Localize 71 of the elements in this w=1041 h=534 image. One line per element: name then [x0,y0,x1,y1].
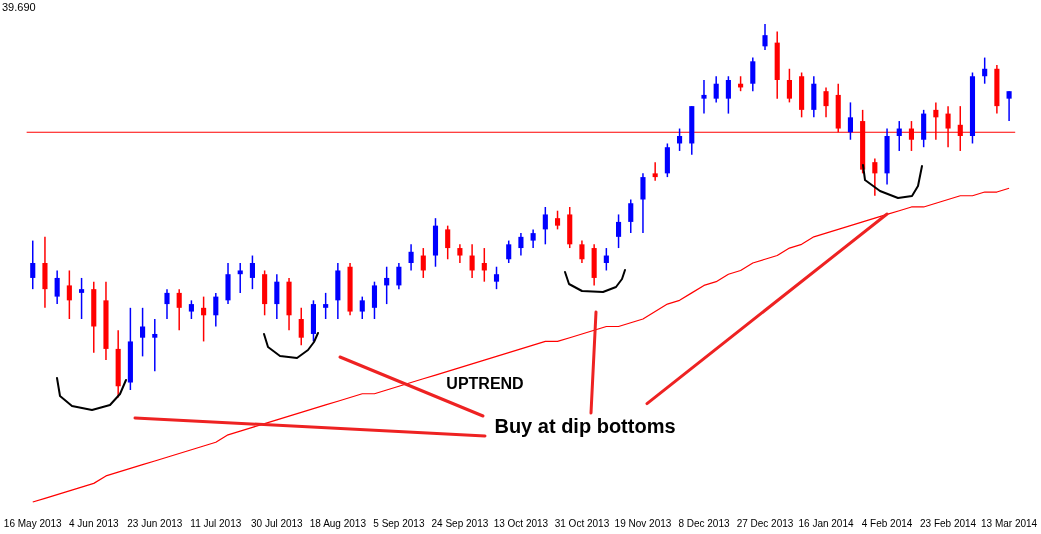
candlestick [30,239,36,290]
x-tick-label: 18 Aug 2013 [309,517,367,529]
candlestick [640,172,646,234]
candlestick [79,277,85,320]
annotation: Buy at dip bottoms [494,414,676,437]
candlestick [371,280,378,320]
candlestick [530,228,536,249]
x-tick-label: 4 Jun 2013 [69,517,119,529]
candlestick [677,127,683,152]
candlestick [249,254,255,290]
candlestick [274,273,280,320]
candlestick [518,232,524,257]
candlestick [603,247,609,272]
x-tick-label: 8 Dec 2013 [678,517,730,529]
candlestick [713,75,719,104]
candlestick [762,23,768,51]
x-tick-label: 31 Oct 2013 [554,517,610,529]
candlestick [554,209,561,231]
x-tick-label: 30 Jul 2013 [250,517,304,529]
candlestick [213,292,219,328]
candlestick [896,120,902,152]
candlestick [298,307,304,346]
candlestick [188,299,194,320]
x-tick-label: 16 Jan 2014 [798,517,854,529]
candlestick [237,262,243,294]
candlestick [176,288,182,331]
x-tick-label: 16 May 2013 [3,517,63,529]
candlestick [542,206,548,246]
candlestick [323,292,329,320]
candlestick [786,68,792,104]
candlestick [152,318,158,373]
candlestick [66,269,72,320]
candlestick [579,239,585,264]
candlestick [469,243,475,279]
x-tick-label: 13 Oct 2013 [493,517,549,529]
candlestick [847,101,853,141]
candlestick [982,56,988,85]
candlestick [140,307,146,358]
candlestick [750,56,756,92]
candlestick [725,75,731,115]
candlestick [823,86,829,119]
candlestick [164,288,170,320]
x-tick-label: 23 Jun 2013 [127,517,183,529]
candlestick [420,247,426,279]
candlestick [359,295,365,320]
x-tick-label: 23 Feb 2014 [919,517,977,529]
x-tick-label: 11 Jul 2013 [190,517,242,529]
candlestick [652,161,658,182]
candlestick [408,243,414,272]
candlestick [201,295,207,343]
candlestick [615,213,622,249]
x-tick-label: 27 Dec 2013 [736,517,794,529]
candlestick [54,269,60,305]
candlestick [396,262,402,290]
x-tick-label: 5 Sep 2013 [373,517,425,529]
candlestick [872,157,878,197]
candlestick [384,265,390,305]
candlestick [701,79,707,115]
candlestick [1006,90,1012,122]
x-tick-label: 13 Mar 2014 [981,517,1038,529]
x-tick-label: 24 Sep 2013 [431,517,489,529]
candlestick [506,239,512,264]
candlestick [445,224,451,261]
text: 39.690 [2,1,36,14]
candlestick [457,243,463,264]
x-tick-label: 19 Nov 2013 [614,517,672,529]
candlestick [493,265,500,290]
candlestick [481,247,487,283]
annotation: UPTREND [446,375,524,393]
x-tick-label: 4 Feb 2014 [861,517,913,529]
candlestick [628,198,634,234]
